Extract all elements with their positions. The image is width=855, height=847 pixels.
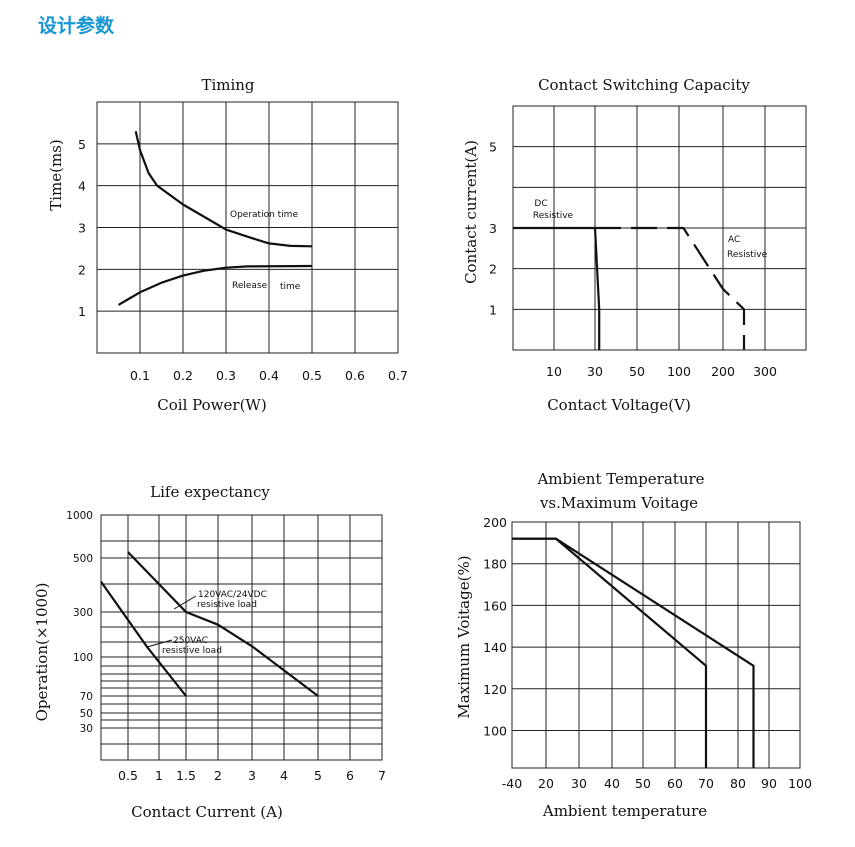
series-label-dc-resistive: Resistive	[533, 211, 574, 221]
x-tick-label: 0.5	[118, 768, 138, 783]
pointer-line-250vac	[146, 639, 173, 648]
x-tick-label: 40	[604, 776, 620, 791]
y-tick-label: 5	[78, 137, 86, 152]
x-tick-label: 20	[538, 776, 554, 791]
series-line-250vac	[100, 580, 187, 697]
x-tick-label: 300	[753, 364, 777, 379]
series-line	[512, 537, 755, 768]
y-tick-label: 3	[78, 221, 86, 236]
x-tick-label: 100	[667, 364, 691, 379]
y-tick-label: 1000	[66, 510, 93, 522]
chart-timing: 0.1 0.2 0.3 0.4 0.5 0.6 0.7 1 2 3 4 5 Timing Coil Pow…	[47, 76, 408, 414]
chart-title: Ambient Temperature	[536, 470, 704, 488]
series-line-dc	[513, 226, 601, 350]
y-tick-label: 100	[73, 652, 93, 664]
y-tick-label: 300	[73, 607, 93, 619]
x-axis-label: Contact Voltage(V)	[547, 396, 691, 414]
x-tick-label: 200	[711, 364, 735, 379]
plot-frame	[100, 514, 383, 761]
x-tick-label: 1.5	[176, 768, 196, 783]
x-tick-label: 0.7	[388, 368, 408, 383]
series-label-operation: Operation time	[230, 210, 298, 220]
series-label-release-time: time	[280, 282, 301, 292]
series-line	[117, 264, 313, 306]
x-tick-label: 6	[346, 768, 354, 783]
x-tick-label: 60	[667, 776, 683, 791]
x-tick-label: 4	[280, 768, 288, 783]
y-tick-label: 2	[489, 262, 497, 277]
y-tick-label: 70	[80, 691, 93, 703]
chart-title: Contact Switching Capacity	[538, 76, 750, 94]
x-tick-label: 2	[214, 768, 222, 783]
x-tick-label: 100	[788, 776, 812, 791]
y-tick-label: 5	[489, 140, 497, 155]
y-axis-label: Contact current(A)	[462, 140, 480, 284]
chart-title: Life expectancy	[150, 483, 270, 501]
x-tick-label: 0.5	[302, 368, 322, 383]
y-tick-label: 1	[78, 304, 86, 319]
x-tick-label: 30	[587, 364, 603, 379]
y-tick-label: 1	[489, 302, 497, 317]
x-tick-label: 1	[155, 768, 163, 783]
series-line	[134, 131, 313, 248]
series-label-ac-resistive: Resistive	[727, 250, 768, 260]
x-tick-label: 30	[571, 776, 587, 791]
y-tick-label: 50	[80, 708, 93, 720]
series-label-dc: DC	[534, 199, 547, 209]
x-tick-label: -40	[502, 776, 522, 791]
x-axis-label: Contact Current (A)	[131, 803, 283, 821]
y-axis-label: Operation(×1000)	[33, 583, 51, 722]
x-tick-label: 0.6	[345, 368, 365, 383]
y-tick-label: 4	[78, 179, 86, 194]
y-tick-label: 500	[73, 553, 93, 565]
x-tick-label: 90	[761, 776, 777, 791]
pointer-line-120vac	[173, 595, 197, 610]
chart-title-line2: vs.Maximum Voitage	[539, 494, 698, 512]
chart-title: Timing	[201, 76, 254, 94]
x-tick-label: 50	[629, 364, 645, 379]
x-tick-label: 50	[635, 776, 651, 791]
x-axis-label: Ambient temperature	[542, 802, 707, 820]
x-tick-label: 0.1	[130, 368, 150, 383]
x-tick-label: 0.4	[259, 368, 279, 383]
x-tick-label: 80	[730, 776, 746, 791]
x-tick-label: 3	[248, 768, 256, 783]
y-tick-label: 120	[483, 682, 507, 697]
chart-life-expectancy: 0.5 1 1.5 2 3 4 5 6 7 30 50 70 100 300 500 1000 Life exp…	[33, 483, 386, 821]
x-axis-label: Coil Power(W)	[157, 396, 266, 414]
series-label-250vac: 250VAC	[173, 636, 208, 646]
plot-frame	[511, 521, 801, 769]
chart-ambient-temperature: -40 20 30 40 50 60 70 80 90 100 100 120 140 160 180 200…	[455, 470, 812, 820]
series-label-120vac-load: resistive load	[197, 600, 257, 610]
series-line-120vac	[127, 551, 319, 697]
y-tick-label: 200	[483, 515, 507, 530]
x-tick-label: 10	[546, 364, 562, 379]
page-heading: 设计参数	[38, 15, 115, 37]
y-tick-label: 3	[489, 221, 497, 236]
y-axis-label: Time(ms)	[47, 139, 65, 211]
x-tick-label: 5	[314, 768, 322, 783]
y-tick-label: 160	[483, 598, 507, 613]
y-tick-label: 2	[78, 262, 86, 277]
x-tick-label: 0.3	[216, 368, 236, 383]
x-tick-label: 70	[698, 776, 714, 791]
y-tick-label: 100	[483, 723, 507, 738]
series-label-release: Release	[232, 281, 268, 291]
x-tick-label: 0.2	[173, 368, 193, 383]
x-tick-label: 7	[378, 768, 386, 783]
y-tick-label: 30	[80, 723, 93, 735]
series-label-250vac-load: resistive load	[162, 646, 222, 656]
y-tick-label: 140	[483, 640, 507, 655]
chart-contact-switching-capacity: 10 30 50 100 200 300 1 2 3 5 Contact Switching Cap…	[462, 76, 807, 414]
y-axis-label: Maximum Voitage(%)	[455, 555, 473, 718]
series-label-ac: AC	[728, 235, 740, 245]
y-tick-label: 180	[483, 557, 507, 572]
series-line-ac	[595, 226, 746, 350]
series-label-120vac: 120VAC/24VDC	[198, 590, 267, 600]
